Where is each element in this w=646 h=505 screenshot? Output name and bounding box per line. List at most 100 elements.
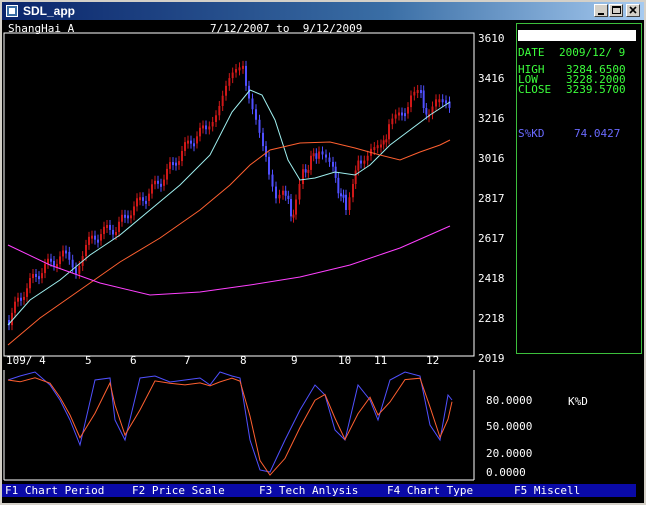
price-candle bbox=[75, 267, 77, 274]
price-candle bbox=[242, 65, 244, 69]
x-tick: 9 bbox=[291, 354, 298, 367]
price-candle bbox=[420, 90, 422, 94]
price-candle bbox=[53, 260, 55, 266]
f4-chart-type-key[interactable]: F4 Chart Type bbox=[387, 484, 474, 497]
price-candle bbox=[271, 174, 274, 187]
price-candle bbox=[282, 190, 284, 195]
price-candle bbox=[8, 320, 10, 326]
price-candle bbox=[337, 177, 340, 194]
stock-name: ShangHai A bbox=[8, 22, 75, 35]
price-candle bbox=[394, 114, 397, 119]
price-candle bbox=[225, 85, 227, 96]
price-candle bbox=[382, 140, 385, 145]
price-candle bbox=[211, 121, 214, 127]
date-label: DATE bbox=[518, 46, 545, 59]
x-tick: 10 bbox=[338, 354, 352, 367]
date-value: 2009/12/ 9 bbox=[559, 46, 626, 59]
price-candle bbox=[205, 125, 207, 130]
price-candle bbox=[307, 169, 310, 173]
price-candle bbox=[438, 99, 441, 103]
f5-miscell-key[interactable]: F5 Miscell bbox=[514, 484, 581, 497]
x-tick: 6 bbox=[130, 354, 137, 367]
price-candle bbox=[238, 67, 241, 71]
price-candle bbox=[154, 180, 156, 185]
price-candle bbox=[163, 179, 165, 186]
maximize-button[interactable] bbox=[609, 4, 623, 17]
price-candle bbox=[166, 168, 168, 180]
maximize-icon bbox=[612, 6, 621, 14]
price-candle bbox=[352, 183, 354, 198]
close-icon bbox=[629, 6, 637, 14]
price-candle bbox=[106, 224, 108, 228]
price-candle bbox=[398, 112, 400, 116]
price-candle bbox=[44, 263, 46, 274]
price-candle bbox=[284, 190, 287, 196]
minimize-button[interactable] bbox=[594, 4, 608, 17]
price-candle bbox=[290, 199, 292, 217]
price-candle bbox=[208, 126, 211, 130]
price-candle bbox=[302, 169, 304, 185]
f2-price-scale-key[interactable]: F2 Price Scale bbox=[132, 484, 225, 497]
price-candle bbox=[175, 162, 177, 166]
osc-y-tick: 0.0000 bbox=[486, 466, 526, 479]
f1-chart-period-key[interactable]: F1 Chart Period bbox=[5, 484, 105, 497]
price-candle bbox=[315, 153, 318, 159]
price-candle bbox=[228, 78, 231, 86]
price-candle bbox=[441, 99, 444, 103]
price-candle bbox=[221, 95, 224, 106]
price-candle bbox=[136, 198, 138, 207]
price-candle bbox=[448, 101, 451, 108]
price-candle bbox=[251, 98, 254, 110]
price-candle bbox=[100, 234, 102, 241]
price-candle bbox=[258, 119, 261, 133]
close-value: 3239.5700 bbox=[566, 83, 626, 96]
price-candle bbox=[115, 231, 117, 235]
price-candle bbox=[187, 140, 189, 144]
x-tick: 109/ 4 bbox=[6, 354, 46, 367]
price-candle bbox=[71, 259, 74, 268]
price-candle bbox=[184, 142, 186, 151]
price-candle bbox=[298, 184, 301, 200]
low-value: 3228.2000 bbox=[566, 73, 626, 86]
price-candle bbox=[357, 160, 360, 171]
price-candle bbox=[94, 235, 96, 240]
price-candle bbox=[262, 132, 264, 147]
price-candle bbox=[11, 312, 13, 326]
price-candle bbox=[196, 136, 198, 144]
close-button[interactable] bbox=[626, 4, 640, 17]
kd-value: 74.0427 bbox=[574, 127, 621, 140]
price-frame bbox=[3, 32, 475, 357]
price-candle bbox=[413, 91, 416, 96]
price-candle bbox=[68, 251, 71, 260]
price-candle bbox=[431, 106, 434, 115]
price-chart bbox=[3, 32, 475, 481]
price-candle bbox=[78, 265, 81, 274]
price-candle bbox=[199, 127, 201, 137]
price-candle bbox=[145, 200, 147, 204]
price-candle bbox=[275, 186, 277, 199]
price-candle bbox=[218, 105, 221, 116]
price-candle bbox=[215, 115, 217, 122]
price-candle bbox=[278, 194, 281, 199]
ma-mid-line bbox=[7, 139, 451, 346]
price-candle bbox=[29, 278, 31, 289]
price-candle bbox=[85, 244, 87, 257]
price-candle bbox=[348, 197, 351, 210]
title-bar[interactable]: SDL_app bbox=[2, 2, 644, 20]
price-candle bbox=[292, 214, 295, 218]
price-candle bbox=[172, 162, 174, 166]
price-candle bbox=[340, 193, 342, 197]
price-candle bbox=[20, 297, 22, 301]
price-candle bbox=[65, 250, 67, 254]
price-candle bbox=[38, 276, 40, 280]
price-candle bbox=[112, 229, 114, 235]
price-candle bbox=[312, 153, 315, 157]
price-candle bbox=[435, 99, 437, 107]
osc-label: K%D bbox=[568, 395, 588, 408]
f3-tech-analysis-key[interactable]: F3 Tech Anlysis bbox=[259, 484, 359, 497]
osc-y-tick: 50.0000 bbox=[486, 420, 533, 433]
price-candle bbox=[318, 151, 320, 159]
x-tick: 7 bbox=[184, 354, 191, 367]
price-candle bbox=[325, 154, 327, 158]
ma-short-line bbox=[7, 89, 451, 326]
